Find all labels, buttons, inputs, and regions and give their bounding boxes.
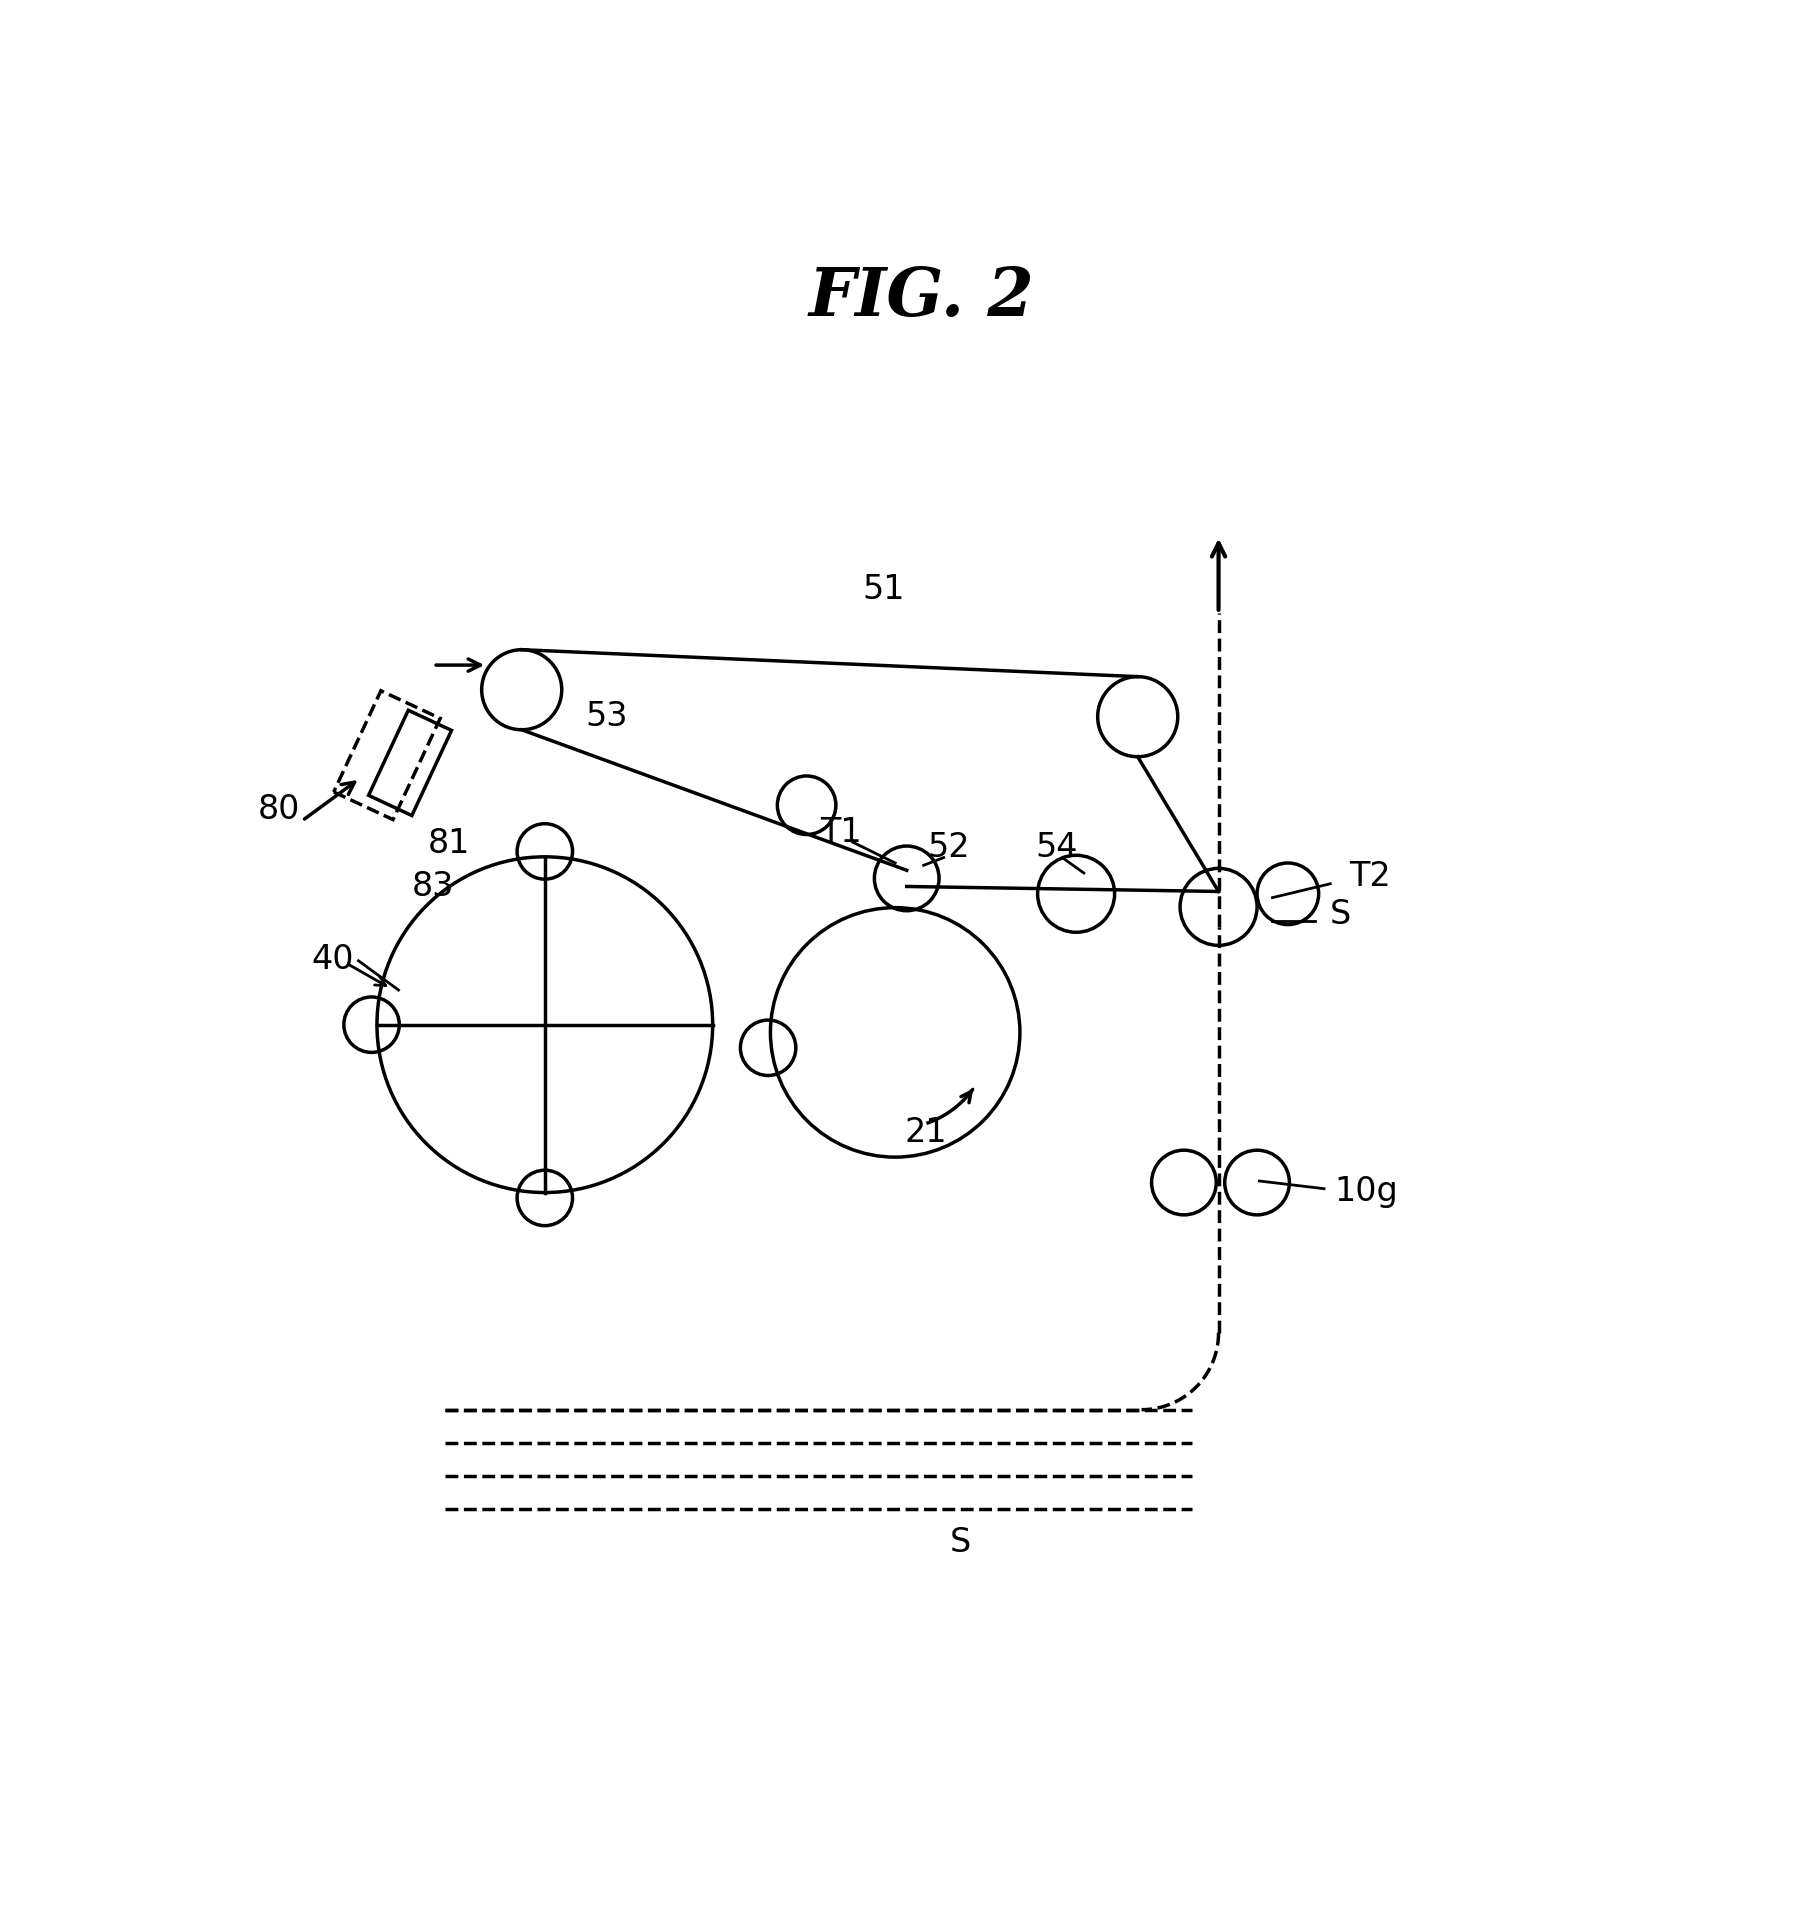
Text: FIG. 2: FIG. 2 (809, 265, 1033, 330)
Text: T1: T1 (821, 815, 863, 849)
Text: 54: 54 (1035, 832, 1078, 865)
Text: 52: 52 (927, 832, 970, 865)
Text: 51: 51 (863, 573, 906, 606)
Text: S: S (951, 1526, 970, 1559)
Text: S: S (1330, 897, 1351, 932)
Text: 83: 83 (412, 870, 455, 903)
Text: 10g: 10g (1333, 1175, 1398, 1208)
Text: 53: 53 (586, 700, 627, 732)
Text: 81: 81 (428, 828, 469, 861)
Text: 40: 40 (313, 943, 354, 976)
Text: 80: 80 (259, 792, 300, 826)
Text: T2: T2 (1350, 859, 1391, 893)
Text: 21: 21 (904, 1116, 947, 1148)
